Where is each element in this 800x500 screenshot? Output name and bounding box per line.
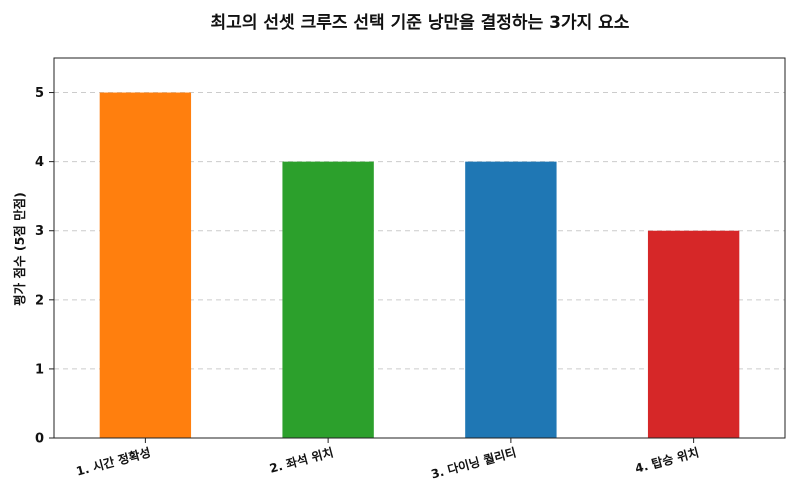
bar-4 — [647, 230, 740, 438]
y-axis-ticks: 0 1 2 3 4 5 — [35, 86, 54, 447]
y-tick-label-1: 1 — [35, 362, 44, 377]
x-axis-ticks: 1. 시간 정확성 2. 좌석 위치 3. 다이닝 퀄리티 4. 탑승 위치 — [74, 438, 700, 482]
y-tick-label-0: 0 — [35, 432, 44, 447]
y-tick-label-4: 4 — [35, 155, 44, 170]
bar-3 — [465, 161, 557, 439]
bars — [99, 92, 740, 439]
chart-title: 최고의 선셋 크루즈 선택 기준 낭만을 결정하는 3가지 요소 — [211, 13, 630, 33]
y-axis-label: 평가 점수 (5점 만점) — [12, 192, 27, 306]
y-tick-label-3: 3 — [35, 224, 44, 239]
x-tick-label-1: 1. 시간 정확성 — [74, 444, 152, 478]
x-tick-label-4: 4. 탑승 위치 — [633, 444, 700, 475]
y-tick-label-5: 5 — [35, 86, 44, 101]
x-tick-label-2: 2. 좌석 위치 — [268, 444, 335, 475]
bar-1 — [99, 92, 192, 438]
y-tick-label-2: 2 — [35, 293, 44, 308]
x-tick-label-3: 3. 다이닝 퀄리티 — [429, 444, 517, 481]
bar-2 — [282, 161, 374, 439]
plot-area-frame — [53, 57, 786, 439]
